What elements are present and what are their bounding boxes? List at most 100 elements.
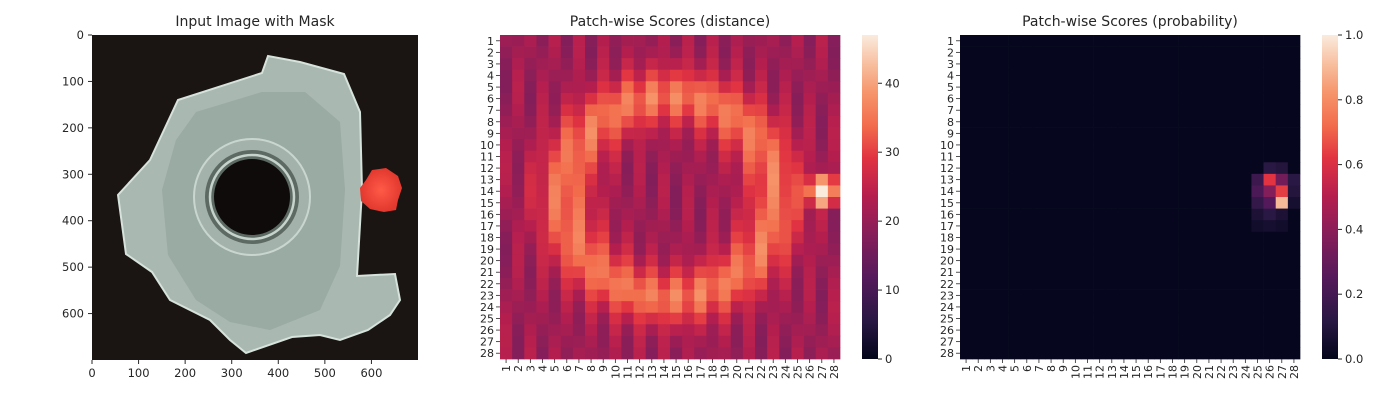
heatmap-cell — [972, 312, 985, 325]
heatmap-cell — [1045, 139, 1058, 152]
heatmap-cell — [706, 81, 719, 94]
row-tick-label: 25 — [940, 313, 954, 326]
heatmap-cell — [1093, 312, 1107, 325]
heatmap-cell — [1251, 173, 1264, 186]
heatmap-cell — [827, 185, 841, 198]
heatmap-cell — [1202, 289, 1216, 302]
heatmap-cell — [657, 254, 671, 267]
heatmap-cell — [1008, 266, 1022, 279]
row-tick-label: 13 — [940, 174, 954, 187]
heatmap-cell — [706, 35, 719, 47]
heatmap-cell — [670, 347, 683, 360]
heatmap-cell — [512, 254, 525, 267]
heatmap-cell — [742, 58, 756, 71]
heatmap-cell — [1263, 347, 1277, 360]
heatmap-cell — [500, 254, 513, 267]
heatmap-cell — [1020, 301, 1034, 314]
heatmap-cell — [1251, 231, 1264, 244]
heatmap-cell — [742, 81, 756, 94]
heatmap-cell — [1045, 208, 1058, 221]
heatmap-cell — [815, 289, 829, 302]
col-tick-label: 23 — [1227, 365, 1240, 379]
heatmap-cell — [633, 254, 647, 267]
heatmap-cell — [779, 81, 792, 94]
heatmap-cell — [984, 231, 997, 244]
heatmap-cell — [585, 81, 598, 94]
heatmap-cell — [718, 139, 732, 152]
heatmap-cell — [996, 289, 1009, 302]
heatmap-cell — [803, 46, 817, 59]
col-tick-label: 26 — [804, 365, 817, 379]
heatmap-cell — [1069, 35, 1082, 47]
heatmap-cell — [1215, 243, 1228, 256]
heatmap-cell — [670, 208, 683, 221]
heatmap-cell — [1008, 231, 1022, 244]
heatmap-cell — [1130, 185, 1143, 198]
heatmap-cell — [694, 46, 707, 59]
heatmap-cell — [984, 35, 997, 47]
heatmap-cell — [1239, 243, 1252, 256]
heatmap-cell — [1190, 139, 1204, 152]
heatmap-cell — [1142, 312, 1155, 325]
heatmap-cell — [694, 335, 707, 348]
heatmap-cell — [1190, 254, 1204, 267]
heatmap-cell — [560, 324, 574, 337]
heatmap-cell — [682, 266, 695, 279]
heatmap-cell — [984, 116, 997, 128]
heatmap-cell — [1287, 58, 1301, 71]
heatmap-cell — [682, 347, 695, 360]
heatmap-cell — [827, 220, 841, 233]
heatmap-cell — [996, 35, 1009, 47]
heatmap-cell — [718, 289, 732, 302]
heatmap-cell — [803, 231, 817, 244]
heatmap-cell — [960, 127, 973, 140]
heatmap-cell — [1275, 58, 1289, 71]
heatmap-cell — [1287, 104, 1301, 117]
heatmap-cell — [996, 81, 1009, 94]
heatmap-cell — [767, 312, 780, 325]
heatmap-cell — [597, 254, 610, 267]
heatmap-cell — [645, 139, 659, 152]
row-tick-label: 16 — [480, 208, 494, 221]
heatmap-cell — [706, 185, 719, 198]
col-tick-label: 28 — [828, 365, 841, 379]
heatmap-cell — [1227, 173, 1240, 186]
heatmap-cell — [742, 139, 756, 152]
probability-heatmap-panel: Patch-wise Scores (probability) 12345678… — [940, 14, 1363, 379]
row-tick-label: 4 — [487, 70, 494, 83]
heatmap-cell — [1166, 301, 1179, 314]
heatmap-cell — [1251, 162, 1264, 175]
heatmap-cell — [718, 243, 732, 256]
heatmap-cell — [803, 58, 817, 71]
heatmap-cell — [572, 243, 586, 256]
heatmap-cell — [1154, 301, 1167, 314]
heatmap-cell — [1142, 116, 1155, 128]
heatmap-cell — [1287, 150, 1301, 163]
heatmap-cell — [682, 254, 695, 267]
heatmap-cell — [657, 347, 671, 360]
heatmap-cell — [1166, 254, 1179, 267]
heatmap-cell — [524, 324, 537, 337]
heatmap-cell — [548, 266, 562, 279]
y-tick-label: 600 — [62, 307, 84, 321]
heatmap-cell — [536, 185, 549, 198]
heatmap-cell — [694, 278, 707, 290]
heatmap-cell — [1069, 92, 1082, 105]
heatmap-cell — [1105, 35, 1119, 47]
heatmap-cell — [1057, 150, 1070, 163]
heatmap-cell — [1202, 347, 1216, 360]
heatmap-cell — [1130, 116, 1143, 128]
heatmap-cell — [1263, 266, 1277, 279]
heatmap-cell — [500, 312, 513, 325]
heatmap-cell — [1105, 46, 1119, 59]
heatmap-cell — [1263, 116, 1277, 128]
heatmap-cell — [827, 254, 841, 267]
heatmap-cell — [1093, 243, 1107, 256]
heatmap-cell — [1287, 173, 1301, 186]
heatmap-cell — [524, 162, 537, 175]
heatmap-cell — [572, 197, 586, 209]
heatmap-cell — [706, 162, 719, 175]
heatmap-cell — [585, 231, 598, 244]
heatmap-cell — [779, 185, 792, 198]
heatmap-cell — [1093, 266, 1107, 279]
